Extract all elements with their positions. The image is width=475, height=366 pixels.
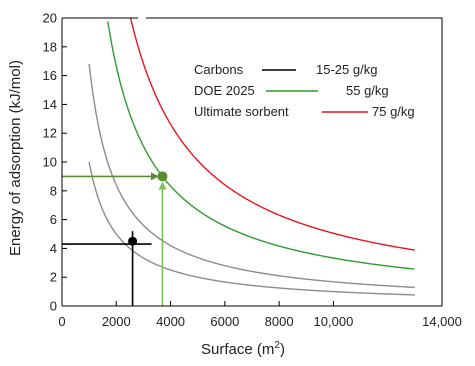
curve-series-1 bbox=[88, 161, 415, 296]
y-axis-label: Energy of adsorption (kJ/mol) bbox=[7, 60, 24, 256]
y-tick-label: 0 bbox=[50, 299, 57, 314]
legend-entry-name: DOE 2025 bbox=[194, 83, 255, 98]
y-tick-label: 20 bbox=[43, 11, 57, 26]
curve-series-4 bbox=[129, 17, 415, 251]
guide-lines-layer bbox=[62, 172, 167, 306]
y-tick-label: 2 bbox=[50, 270, 57, 285]
y-tick-label: 16 bbox=[43, 68, 57, 83]
legend-entry-value: 15-25 g/kg bbox=[316, 62, 377, 77]
axes-layer bbox=[61, 17, 443, 307]
x-tick-label: 6000 bbox=[210, 314, 239, 329]
y-tick-label: 12 bbox=[43, 126, 57, 141]
doe-2025-point bbox=[157, 171, 168, 182]
curves-layer bbox=[88, 17, 415, 296]
legend-entry-name: Ultimate sorbent bbox=[194, 104, 289, 119]
x-tick-label: 4000 bbox=[156, 314, 185, 329]
y-tick-label: 6 bbox=[50, 212, 57, 227]
y-tick-label: 14 bbox=[43, 97, 57, 112]
ticks-layer: 0 2 4 6 8 10 12 14 16 18 20 0 2000 4000 6000 8000 10,000… bbox=[43, 11, 462, 330]
y-tick-label: 4 bbox=[50, 241, 57, 256]
y-tick-label: 18 bbox=[43, 39, 57, 54]
x-tick-label: 10,000 bbox=[314, 314, 354, 329]
x-tick-label: 2000 bbox=[102, 314, 131, 329]
curve-series-2 bbox=[88, 64, 415, 289]
x-tick-label: 8000 bbox=[265, 314, 294, 329]
curve-series-3 bbox=[107, 21, 415, 270]
x-axis-label: Surface (m2) bbox=[201, 340, 285, 358]
legend-entry-value: 55 g/kg bbox=[346, 83, 389, 98]
legend-entry-value: 75 g/kg bbox=[372, 104, 415, 119]
y-tick-label: 10 bbox=[43, 155, 57, 170]
carbons-point bbox=[128, 236, 138, 246]
x-tick-label: 14,000 bbox=[422, 314, 462, 329]
markers-layer bbox=[128, 171, 168, 246]
legend-entry-name: Carbons bbox=[194, 62, 244, 77]
legend: Carbons 15-25 g/kg DOE 2025 55 g/kg Ultimate… bbox=[194, 62, 415, 119]
y-tick-label: 8 bbox=[50, 183, 57, 198]
x-tick-label: 0 bbox=[58, 314, 65, 329]
